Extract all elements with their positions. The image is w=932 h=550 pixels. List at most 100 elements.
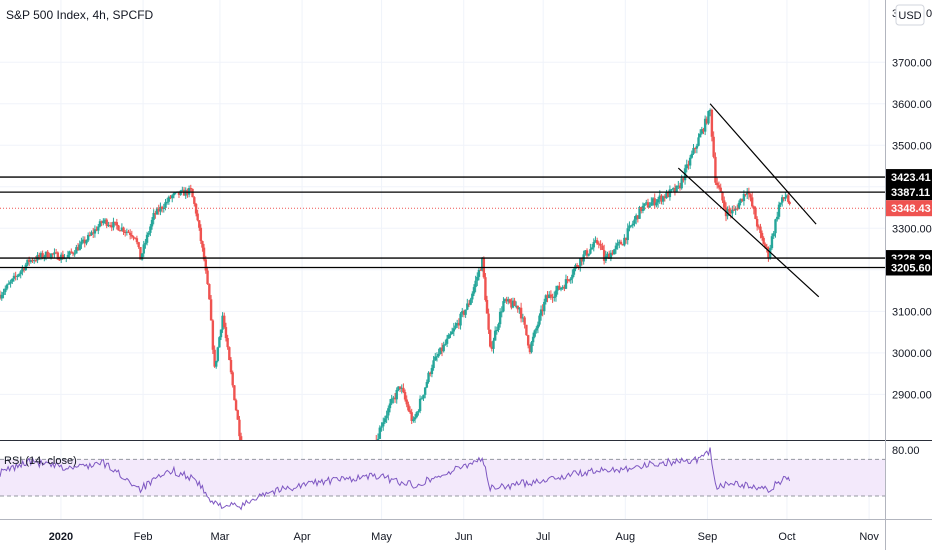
candle[interactable] bbox=[707, 110, 710, 125]
candle[interactable] bbox=[167, 195, 171, 205]
candle[interactable] bbox=[393, 393, 397, 403]
candle[interactable] bbox=[747, 187, 751, 200]
candle[interactable] bbox=[103, 217, 107, 225]
candle[interactable] bbox=[634, 213, 638, 225]
candle[interactable] bbox=[123, 229, 127, 237]
candle[interactable] bbox=[108, 222, 112, 228]
candle[interactable] bbox=[38, 252, 41, 261]
candle[interactable] bbox=[516, 305, 519, 313]
candle[interactable] bbox=[422, 394, 425, 401]
candle[interactable] bbox=[383, 415, 387, 424]
candle[interactable] bbox=[672, 187, 675, 192]
candle[interactable] bbox=[392, 395, 395, 404]
candle[interactable] bbox=[609, 250, 613, 262]
candle[interactable] bbox=[405, 395, 408, 408]
currency-button[interactable]: USD bbox=[895, 4, 925, 26]
candle[interactable] bbox=[500, 306, 503, 318]
candle[interactable] bbox=[385, 410, 388, 424]
candle[interactable] bbox=[624, 237, 628, 244]
candle[interactable] bbox=[770, 233, 774, 250]
candle[interactable] bbox=[239, 432, 243, 440]
candle[interactable] bbox=[556, 285, 559, 295]
candle[interactable] bbox=[507, 296, 510, 305]
candle[interactable] bbox=[594, 236, 597, 243]
candle[interactable] bbox=[543, 298, 546, 315]
candle[interactable] bbox=[467, 300, 471, 308]
price-series[interactable] bbox=[0, 108, 791, 440]
candle[interactable] bbox=[71, 251, 75, 257]
candle[interactable] bbox=[493, 326, 497, 341]
candle[interactable] bbox=[400, 384, 403, 394]
candle[interactable] bbox=[700, 126, 704, 135]
candle[interactable] bbox=[5, 283, 9, 291]
candle[interactable] bbox=[137, 241, 140, 249]
candle[interactable] bbox=[105, 218, 108, 229]
candle[interactable] bbox=[93, 225, 97, 238]
candle[interactable] bbox=[575, 262, 579, 268]
candle[interactable] bbox=[110, 222, 113, 232]
candle[interactable] bbox=[739, 198, 742, 206]
candle[interactable] bbox=[698, 129, 702, 138]
candle[interactable] bbox=[34, 256, 38, 263]
candle[interactable] bbox=[479, 268, 482, 271]
candle[interactable] bbox=[646, 198, 650, 208]
candle[interactable] bbox=[705, 116, 709, 125]
candle[interactable] bbox=[430, 364, 434, 378]
candle[interactable] bbox=[76, 243, 80, 251]
candle[interactable] bbox=[590, 243, 594, 250]
candle[interactable] bbox=[97, 224, 100, 235]
candle[interactable] bbox=[715, 177, 719, 189]
candle[interactable] bbox=[772, 230, 775, 239]
candle[interactable] bbox=[434, 352, 437, 361]
candle[interactable] bbox=[628, 221, 631, 232]
candle[interactable] bbox=[90, 230, 93, 236]
candle[interactable] bbox=[513, 297, 516, 306]
candle[interactable] bbox=[497, 322, 500, 333]
candle[interactable] bbox=[31, 258, 34, 263]
candle[interactable] bbox=[619, 239, 623, 245]
candle[interactable] bbox=[536, 321, 540, 334]
candle[interactable] bbox=[535, 326, 538, 334]
candle[interactable] bbox=[714, 152, 717, 185]
candle[interactable] bbox=[144, 238, 147, 249]
candle[interactable] bbox=[553, 291, 556, 302]
candle[interactable] bbox=[585, 248, 589, 258]
candle[interactable] bbox=[621, 243, 624, 246]
candle[interactable] bbox=[457, 318, 461, 330]
candle[interactable] bbox=[107, 221, 110, 228]
candle[interactable] bbox=[234, 398, 238, 412]
candle[interactable] bbox=[551, 293, 554, 303]
candle[interactable] bbox=[233, 385, 236, 401]
candle[interactable] bbox=[119, 230, 122, 232]
candle[interactable] bbox=[75, 244, 78, 254]
candle[interactable] bbox=[226, 334, 229, 350]
trend-channel[interactable] bbox=[677, 103, 820, 298]
candle[interactable] bbox=[152, 209, 155, 225]
candle[interactable] bbox=[102, 218, 105, 226]
candle[interactable] bbox=[454, 322, 457, 330]
candle[interactable] bbox=[461, 307, 464, 318]
candle[interactable] bbox=[541, 304, 544, 317]
candle[interactable] bbox=[73, 250, 76, 257]
candle[interactable] bbox=[21, 265, 24, 276]
candle[interactable] bbox=[157, 204, 160, 215]
candle[interactable] bbox=[408, 406, 412, 414]
candle[interactable] bbox=[390, 394, 393, 406]
candle[interactable] bbox=[397, 386, 400, 392]
candle[interactable] bbox=[417, 409, 420, 416]
candle[interactable] bbox=[2, 288, 5, 299]
candle[interactable] bbox=[228, 346, 231, 361]
candle[interactable] bbox=[7, 280, 11, 285]
candle[interactable] bbox=[712, 131, 715, 159]
candle[interactable] bbox=[469, 297, 472, 306]
candle[interactable] bbox=[191, 188, 194, 198]
candle[interactable] bbox=[484, 273, 487, 302]
candle[interactable] bbox=[229, 357, 233, 375]
candle[interactable] bbox=[198, 220, 201, 231]
candle[interactable] bbox=[530, 340, 533, 354]
candle[interactable] bbox=[459, 312, 462, 330]
candle[interactable] bbox=[9, 279, 12, 288]
candle[interactable] bbox=[476, 272, 479, 287]
candle[interactable] bbox=[154, 210, 157, 219]
candle[interactable] bbox=[140, 253, 144, 261]
